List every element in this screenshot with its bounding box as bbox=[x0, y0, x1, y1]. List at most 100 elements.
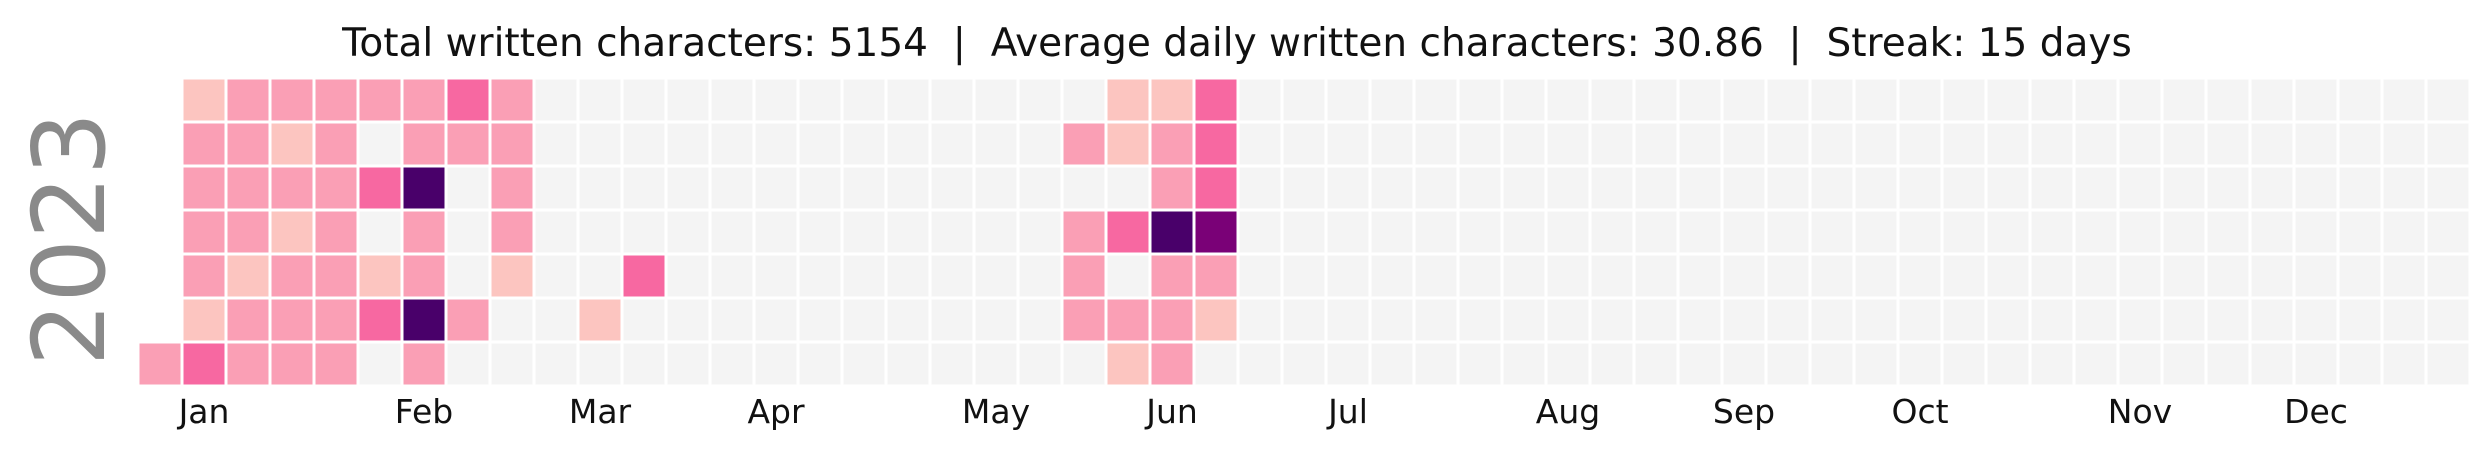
heatmap-cell bbox=[667, 167, 709, 209]
heatmap-cell bbox=[1767, 123, 1809, 165]
heatmap-cell bbox=[843, 167, 885, 209]
heatmap-cell bbox=[1459, 299, 1501, 341]
heatmap-cell bbox=[1019, 255, 1061, 297]
heatmap-cell bbox=[315, 123, 357, 165]
heatmap-cell bbox=[2207, 167, 2249, 209]
heatmap-cell bbox=[2207, 299, 2249, 341]
heatmap-cell bbox=[1019, 211, 1061, 253]
heatmap-cell bbox=[887, 211, 929, 253]
heatmap-cell bbox=[1855, 79, 1897, 121]
heatmap-cell bbox=[1151, 79, 1193, 121]
heatmap-cell bbox=[711, 211, 753, 253]
heatmap-cell bbox=[755, 123, 797, 165]
heatmap-cell bbox=[1195, 299, 1237, 341]
heatmap-cell bbox=[623, 123, 665, 165]
heatmap-cell bbox=[1019, 167, 1061, 209]
heatmap-cell bbox=[1855, 343, 1897, 385]
heatmap-cell bbox=[623, 167, 665, 209]
heatmap-cell bbox=[1811, 123, 1853, 165]
heatmap-cell bbox=[887, 299, 929, 341]
heatmap-cell bbox=[1987, 299, 2029, 341]
heatmap-cell bbox=[667, 255, 709, 297]
heatmap-cell bbox=[2163, 343, 2205, 385]
heatmap-cell bbox=[1635, 343, 1677, 385]
heatmap-cell bbox=[2251, 343, 2293, 385]
heatmap-cell bbox=[1327, 211, 1369, 253]
heatmap-cell bbox=[1723, 299, 1765, 341]
heatmap-cell bbox=[2207, 123, 2249, 165]
heatmap-cell bbox=[1503, 211, 1545, 253]
heatmap-cell bbox=[447, 255, 489, 297]
month-label: Jul bbox=[1326, 392, 1368, 431]
heatmap-cell bbox=[1283, 211, 1325, 253]
heatmap-cell bbox=[403, 167, 445, 209]
heatmap-cell bbox=[1503, 343, 1545, 385]
heatmap-cell bbox=[491, 123, 533, 165]
heatmap-cell bbox=[1943, 211, 1985, 253]
heatmap-cell bbox=[1855, 299, 1897, 341]
heatmap-cell bbox=[2207, 255, 2249, 297]
heatmap-cell bbox=[2427, 255, 2469, 297]
heatmap-cell bbox=[403, 79, 445, 121]
heatmap-cell bbox=[887, 79, 929, 121]
heatmap-cell bbox=[1547, 299, 1589, 341]
heatmap-cell bbox=[2427, 123, 2469, 165]
heatmap-cell bbox=[1371, 299, 1413, 341]
heatmap-cell bbox=[2383, 123, 2425, 165]
heatmap-cell bbox=[1635, 167, 1677, 209]
heatmap-cell bbox=[2163, 123, 2205, 165]
heatmap-cell bbox=[711, 255, 753, 297]
heatmap-cell bbox=[975, 299, 1017, 341]
heatmap-cell bbox=[1151, 123, 1193, 165]
heatmap-cell bbox=[2031, 299, 2073, 341]
heatmap-cell bbox=[1855, 211, 1897, 253]
heatmap-cell bbox=[2031, 123, 2073, 165]
heatmap-cell bbox=[931, 167, 973, 209]
heatmap-cell bbox=[1459, 255, 1501, 297]
heatmap-cell bbox=[799, 123, 841, 165]
heatmap-cell bbox=[227, 167, 269, 209]
heatmap-cell bbox=[1063, 299, 1105, 341]
heatmap-cell bbox=[2163, 299, 2205, 341]
heatmap-cell bbox=[1943, 123, 1985, 165]
heatmap-cell bbox=[931, 299, 973, 341]
heatmap-cell bbox=[1987, 79, 2029, 121]
heatmap-cell bbox=[2427, 79, 2469, 121]
heatmap-cell bbox=[931, 255, 973, 297]
heatmap-cell bbox=[315, 343, 357, 385]
heatmap-cell bbox=[403, 123, 445, 165]
heatmap-cell bbox=[843, 79, 885, 121]
heatmap-cell bbox=[1283, 123, 1325, 165]
heatmap-cell bbox=[2251, 211, 2293, 253]
heatmap-cell bbox=[1239, 255, 1281, 297]
heatmap-cell bbox=[1811, 211, 1853, 253]
heatmap-cell bbox=[1107, 123, 1149, 165]
heatmap-cell bbox=[755, 343, 797, 385]
month-label: Dec bbox=[2284, 392, 2348, 431]
heatmap-cell bbox=[1767, 211, 1809, 253]
heatmap-cell bbox=[1811, 299, 1853, 341]
month-label: Jan bbox=[177, 392, 230, 431]
heatmap-cell bbox=[711, 343, 753, 385]
heatmap-cell bbox=[2163, 167, 2205, 209]
heatmap-cell bbox=[183, 255, 225, 297]
heatmap-cell bbox=[1899, 299, 1941, 341]
heatmap-cell bbox=[2031, 343, 2073, 385]
heatmap-cell bbox=[1943, 167, 1985, 209]
heatmap-cell bbox=[271, 167, 313, 209]
heatmap-cell bbox=[843, 299, 885, 341]
heatmap-cell bbox=[1107, 343, 1149, 385]
heatmap-cell bbox=[1591, 255, 1633, 297]
heatmap-cell bbox=[887, 167, 929, 209]
heatmap-cell bbox=[843, 343, 885, 385]
heatmap-cell bbox=[2119, 211, 2161, 253]
heatmap-cell bbox=[623, 299, 665, 341]
heatmap-cell bbox=[1943, 79, 1985, 121]
heatmap-cell bbox=[271, 79, 313, 121]
heatmap-cell bbox=[1283, 79, 1325, 121]
heatmap-cell bbox=[1107, 211, 1149, 253]
heatmap-cell bbox=[271, 299, 313, 341]
heatmap-cell bbox=[799, 255, 841, 297]
heatmap-cell bbox=[2427, 211, 2469, 253]
